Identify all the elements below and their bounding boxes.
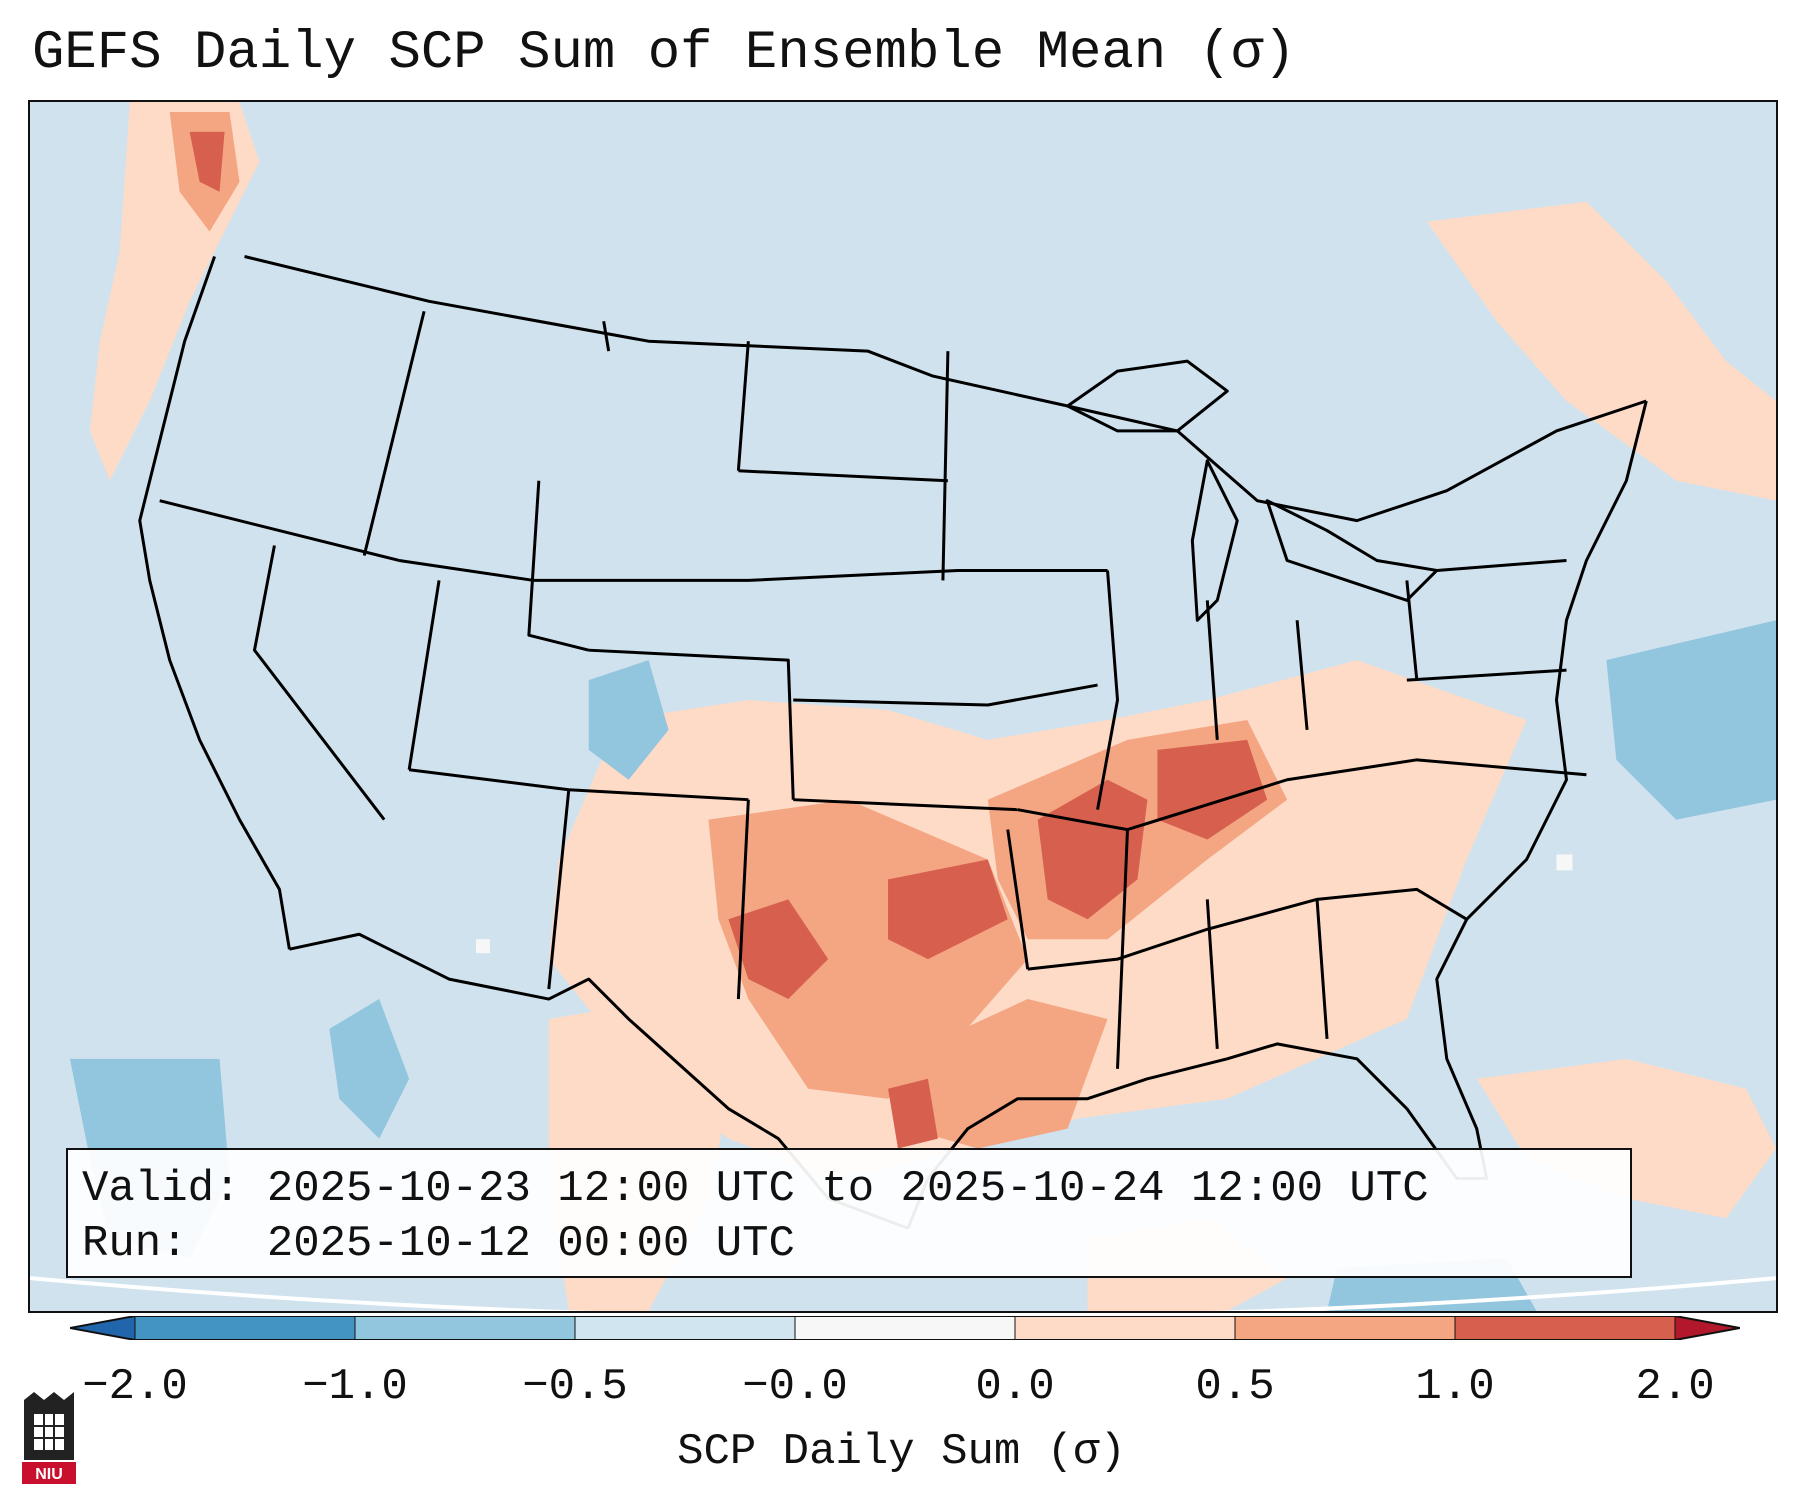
colorbar-segment — [1455, 1316, 1676, 1340]
run-label: Run: — [82, 1219, 188, 1269]
anomaly-region-atlantic-negative — [1606, 620, 1776, 820]
valid-label: Valid: — [82, 1164, 241, 1214]
hemisphere-edge — [30, 1276, 1776, 1311]
anomaly-region-colorado-negative — [588, 660, 669, 780]
valid-value: 2025-10-23 12:00 UTC to 2025-10-24 12:00… — [266, 1164, 1429, 1214]
colorbar-tick-label: 0.0 — [975, 1362, 1055, 1412]
colorbar-tick-label: 1.0 — [1415, 1362, 1495, 1412]
colorbar-label: SCP Daily Sum (σ) — [677, 1427, 1126, 1477]
anomaly-region-tn-strong — [1157, 739, 1268, 840]
lake-huron-erie — [1265, 499, 1439, 602]
colorbar-segment — [355, 1316, 576, 1340]
us-canada-border — [244, 255, 1647, 523]
west-coast — [138, 255, 291, 950]
colorbar-segment — [795, 1316, 1016, 1340]
run-value: 2025-10-12 00:00 UTC — [266, 1219, 795, 1269]
colorbar-tick-label: 2.0 — [1635, 1362, 1715, 1412]
colorbar-tick-label: −2.0 — [82, 1362, 188, 1412]
state-borders — [138, 255, 1648, 1230]
colorbar-extend-low — [70, 1316, 135, 1340]
anomaly-region-northeast — [1426, 201, 1776, 501]
anomaly-region-baja-negative — [329, 999, 410, 1139]
near-zero-cell — [1556, 854, 1573, 871]
colorbar-tick-label: −1.0 — [302, 1362, 408, 1412]
valid-run-info-box: Valid: 2025-10-23 12:00 UTC to 2025-10-2… — [66, 1148, 1632, 1278]
colorbar-segment — [135, 1316, 356, 1340]
anomaly-region-atlantic-east — [1476, 1058, 1776, 1219]
map-title: GEFS Daily SCP Sum of Ensemble Mean (σ) — [32, 23, 1296, 84]
scp-anomaly-map — [30, 102, 1776, 1311]
lake-superior — [1066, 359, 1229, 433]
colorbar-segment — [1015, 1316, 1236, 1340]
colorbar-tick-label: −0.5 — [522, 1362, 628, 1412]
map-panel — [28, 100, 1778, 1313]
colorbar-extend-high — [1675, 1316, 1740, 1340]
anomaly-region-pnw-core — [189, 131, 225, 192]
anomaly-region-ms-valley-strong — [1037, 779, 1148, 920]
anomaly-region-gulf — [898, 999, 1108, 1149]
colorbar-tick-label: 0.5 — [1195, 1362, 1275, 1412]
niu-logo-text: NIU — [35, 1466, 63, 1483]
niu-logo-icon: NIU — [22, 1392, 76, 1484]
near-zero-cell — [475, 939, 490, 954]
colorbar-segment — [575, 1316, 796, 1340]
colorbar — [70, 1316, 1740, 1340]
colorbar-segment — [1235, 1316, 1456, 1340]
anomaly-region-texas-strong — [728, 899, 829, 1000]
anomaly-region-gulf-strong — [888, 1078, 938, 1149]
colorbar-tick-label: −0.0 — [742, 1362, 848, 1412]
